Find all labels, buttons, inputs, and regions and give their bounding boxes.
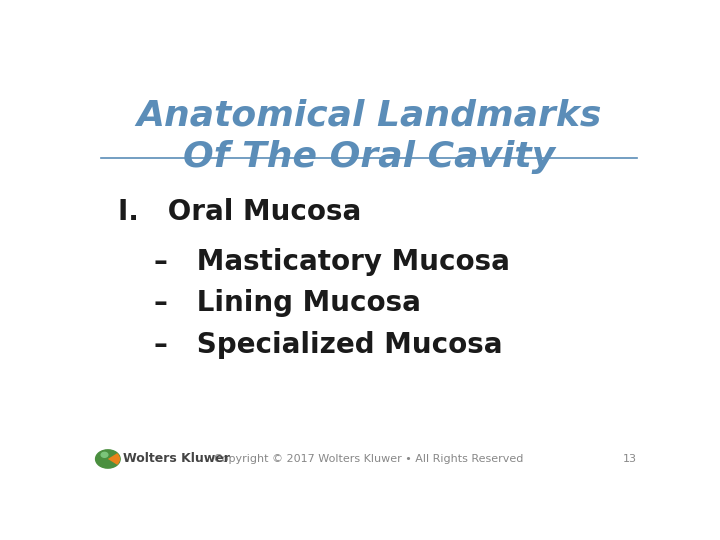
Wedge shape <box>108 453 120 465</box>
Text: I.   Oral Mucosa: I. Oral Mucosa <box>118 198 361 226</box>
Text: –   Masticatory Mucosa: – Masticatory Mucosa <box>154 248 510 276</box>
Text: –   Lining Mucosa: – Lining Mucosa <box>154 289 421 318</box>
Circle shape <box>101 453 108 457</box>
Circle shape <box>96 450 120 468</box>
Text: 13: 13 <box>623 454 637 464</box>
Text: Copyright © 2017 Wolters Kluwer • All Rights Reserved: Copyright © 2017 Wolters Kluwer • All Ri… <box>215 454 523 464</box>
Text: –   Specialized Mucosa: – Specialized Mucosa <box>154 331 503 359</box>
Text: Wolters Kluwer: Wolters Kluwer <box>124 453 230 465</box>
Text: Anatomical Landmarks
Of The Oral Cavity: Anatomical Landmarks Of The Oral Cavity <box>136 98 602 174</box>
